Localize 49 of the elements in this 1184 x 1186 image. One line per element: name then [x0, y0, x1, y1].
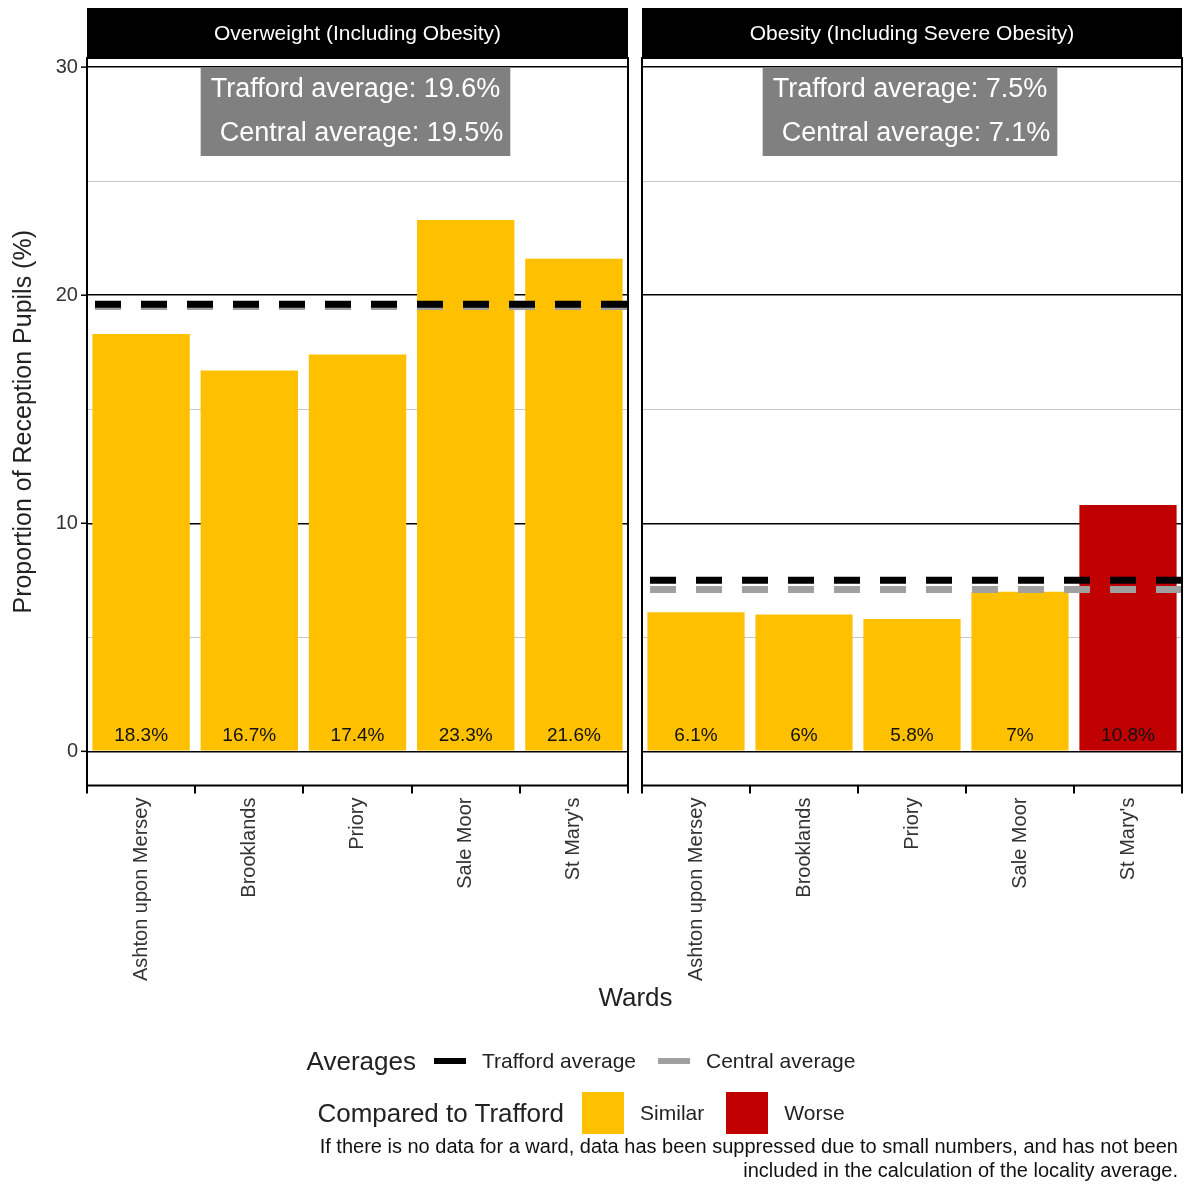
data-label: 23.3% — [438, 724, 493, 746]
legend-title: Compared to Trafford — [317, 1097, 565, 1129]
x-tick-label: Ashton upon Mersey — [128, 797, 151, 981]
x-tick-label: Priory — [899, 797, 922, 850]
annotation: Trafford average: 7.5% — [772, 73, 1048, 104]
data-label: 10.8% — [1101, 724, 1156, 746]
y-tick-label: 10 — [55, 510, 78, 533]
x-tick-label: Sale Moor — [1007, 797, 1030, 889]
data-label: 16.7% — [222, 724, 277, 746]
bar — [92, 333, 190, 751]
annotation: Central average: 19.5% — [219, 117, 504, 148]
bar — [863, 619, 961, 751]
annotation: Central average: 7.1% — [781, 117, 1051, 148]
x-tick-label: Ashton upon Mersey — [683, 797, 706, 981]
y-tick-label: 30 — [55, 54, 78, 77]
y-tick-label: 0 — [66, 738, 78, 761]
bar — [200, 370, 298, 751]
bar — [971, 591, 1069, 751]
legend-title: Averages — [306, 1045, 416, 1077]
x-tick-label: St Mary's — [561, 797, 584, 881]
bar — [1079, 505, 1177, 751]
x-tick-label: Brooklands — [791, 797, 814, 898]
x-axis-title: Wards — [597, 982, 674, 1013]
data-label: 5.8% — [890, 724, 934, 746]
data-label: 21.6% — [546, 724, 601, 746]
x-tick-label: St Mary's — [1115, 797, 1138, 881]
y-tick-label: 20 — [55, 282, 78, 305]
data-label: 17.4% — [330, 724, 385, 746]
bar — [308, 354, 407, 751]
data-label: 6.1% — [674, 724, 718, 746]
bar — [417, 219, 515, 751]
data-label: 18.3% — [114, 724, 169, 746]
x-tick-label: Sale Moor — [453, 797, 476, 889]
legend-label: Similar — [640, 1101, 705, 1125]
bar — [647, 612, 745, 751]
bar — [525, 258, 623, 751]
chart-title: Overweight (Including Obesity) — [213, 20, 502, 44]
chart-title: Obesity (Including Severe Obesity) — [749, 20, 1075, 44]
annotation: Trafford average: 19.6% — [210, 73, 501, 104]
x-tick-label: Brooklands — [236, 797, 259, 898]
legend-label: Trafford average — [481, 1049, 637, 1073]
legend-label: Worse — [784, 1101, 845, 1125]
legend-label: Central average — [706, 1049, 856, 1073]
text: If there is no data for a ward, data has been suppressed due to small numbers, and has not been included in the calculation of the locality average. — [318, 1134, 1178, 1182]
y-axis-title: Proportion of Reception Pupils (%) — [7, 230, 36, 614]
bar — [755, 614, 853, 751]
data-label: 6% — [790, 724, 818, 746]
x-tick-label: Priory — [345, 797, 368, 850]
data-label: 7% — [1006, 724, 1034, 746]
